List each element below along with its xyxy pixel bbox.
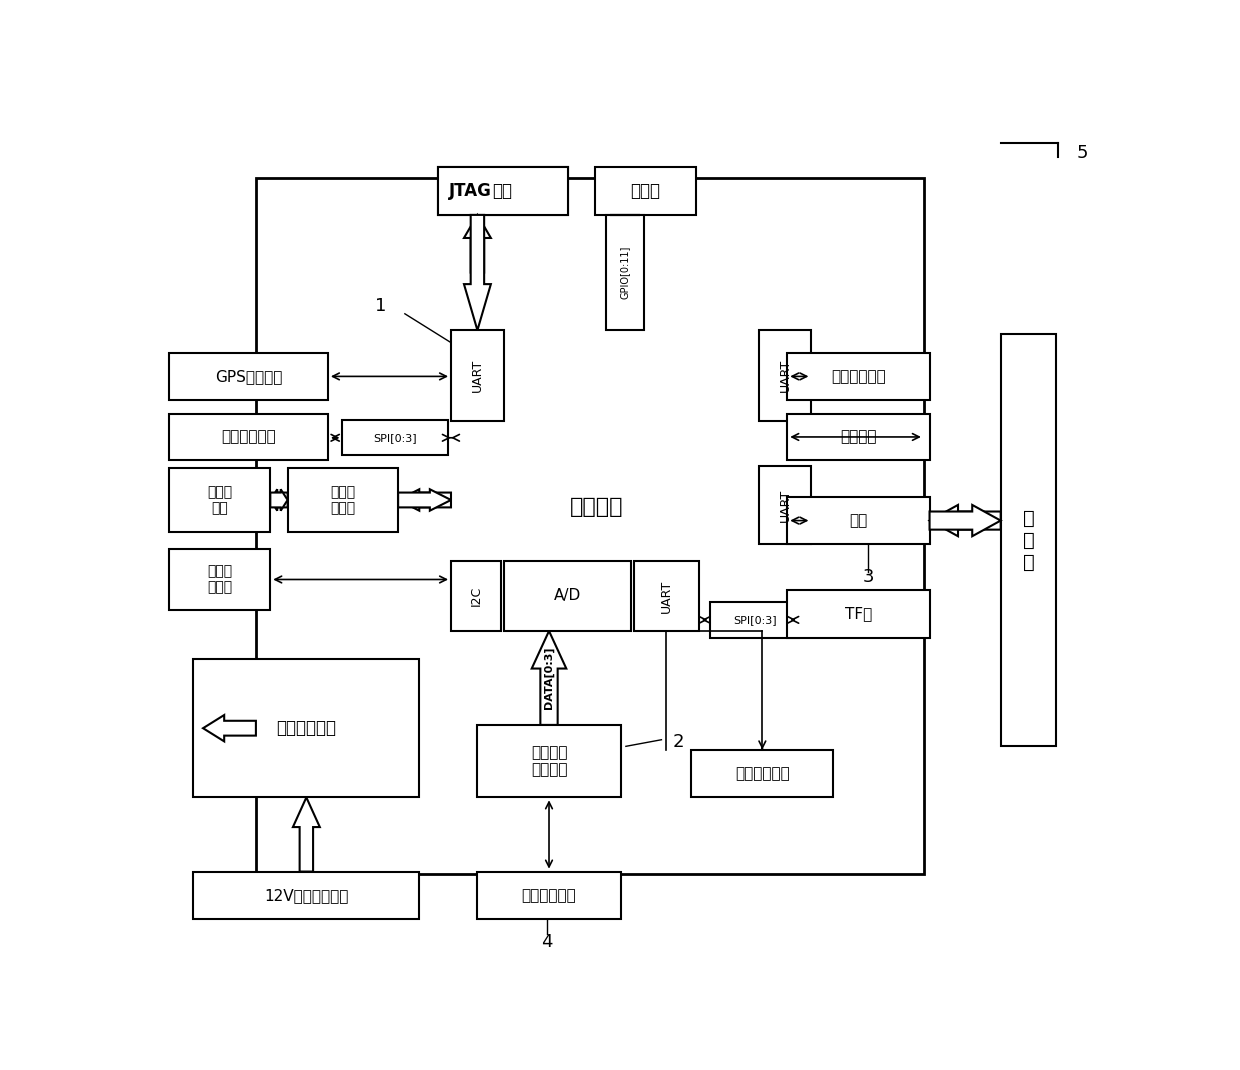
- Text: 加速度传感器: 加速度传感器: [522, 888, 577, 903]
- Polygon shape: [203, 715, 255, 742]
- Text: SPI[0:3]: SPI[0:3]: [373, 432, 417, 443]
- Bar: [439, 167, 568, 215]
- Text: 复位电路: 复位电路: [841, 429, 877, 444]
- Text: UART: UART: [779, 489, 791, 522]
- Text: GPIO[0:11]: GPIO[0:11]: [620, 246, 630, 300]
- Bar: [759, 467, 811, 545]
- Polygon shape: [293, 797, 320, 872]
- Text: 上
位
机: 上 位 机: [1023, 509, 1034, 571]
- Bar: [255, 178, 924, 874]
- Polygon shape: [398, 489, 451, 510]
- Bar: [1001, 334, 1056, 747]
- Text: DATA[0:3]: DATA[0:3]: [544, 646, 554, 709]
- Bar: [170, 352, 327, 400]
- Text: JTAG: JTAG: [449, 182, 492, 200]
- Bar: [787, 414, 930, 460]
- Text: 温湿度
传感器: 温湿度 传感器: [207, 564, 232, 595]
- Bar: [288, 468, 398, 532]
- Text: 12V外部直流输入: 12V外部直流输入: [264, 888, 348, 903]
- Bar: [451, 561, 501, 631]
- Text: 接口: 接口: [492, 182, 512, 200]
- Text: JTAG接口: JTAG接口: [472, 182, 534, 200]
- Text: A/D: A/D: [553, 588, 580, 603]
- Text: TF卡: TF卡: [844, 607, 872, 622]
- Bar: [193, 659, 419, 797]
- Text: 射频传输模块: 射频传输模块: [221, 429, 277, 444]
- Text: 信号采集
调理单元: 信号采集 调理单元: [531, 745, 567, 778]
- Bar: [342, 421, 448, 456]
- Bar: [605, 215, 644, 331]
- Text: 5: 5: [1076, 144, 1089, 163]
- Text: UART: UART: [471, 358, 484, 393]
- Polygon shape: [398, 489, 451, 510]
- Text: UART: UART: [660, 579, 673, 613]
- Bar: [170, 549, 270, 610]
- Bar: [170, 468, 270, 532]
- Polygon shape: [270, 489, 288, 510]
- Text: 数码管: 数码管: [631, 182, 661, 200]
- Text: 4: 4: [542, 933, 553, 951]
- Text: 电源转换模块: 电源转换模块: [277, 719, 336, 737]
- Text: GPS模块接口: GPS模块接口: [215, 369, 283, 384]
- Bar: [787, 496, 930, 545]
- Bar: [451, 331, 503, 421]
- Polygon shape: [930, 505, 1001, 536]
- Bar: [787, 352, 930, 400]
- Bar: [170, 414, 327, 460]
- Polygon shape: [270, 489, 288, 510]
- Text: UART: UART: [779, 358, 791, 393]
- Polygon shape: [464, 215, 491, 331]
- Bar: [711, 602, 799, 638]
- Text: 3: 3: [862, 568, 874, 586]
- Text: 1: 1: [376, 296, 387, 315]
- Text: 蓝牙模块接口: 蓝牙模块接口: [831, 369, 885, 384]
- Bar: [477, 724, 621, 797]
- Bar: [759, 331, 811, 421]
- Bar: [439, 167, 568, 215]
- Text: 2: 2: [673, 733, 684, 751]
- Text: SPI[0:3]: SPI[0:3]: [733, 615, 776, 625]
- Bar: [787, 590, 930, 638]
- Text: 主控制器: 主控制器: [570, 498, 624, 518]
- Polygon shape: [464, 215, 491, 273]
- Text: 串口: 串口: [849, 514, 868, 529]
- Text: 信号调
理单元: 信号调 理单元: [330, 485, 356, 515]
- Text: 磁阻传
感器: 磁阻传 感器: [207, 485, 232, 515]
- Text: 蓝牙通讯接口: 蓝牙通讯接口: [735, 766, 790, 781]
- Bar: [193, 872, 419, 919]
- Text: I2C: I2C: [470, 586, 482, 606]
- Polygon shape: [532, 631, 567, 724]
- Bar: [503, 561, 631, 631]
- Bar: [634, 561, 699, 631]
- Bar: [595, 167, 696, 215]
- Polygon shape: [930, 505, 1001, 536]
- Bar: [477, 872, 621, 919]
- Bar: [691, 750, 833, 797]
